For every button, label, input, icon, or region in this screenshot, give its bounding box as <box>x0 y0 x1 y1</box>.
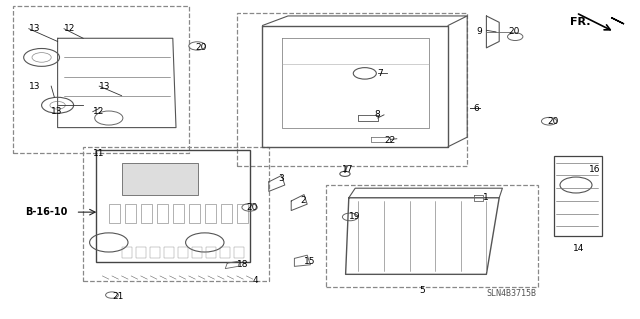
Bar <box>237 13 467 166</box>
Bar <box>96 150 250 262</box>
Bar <box>150 247 160 258</box>
Text: 13: 13 <box>51 107 63 116</box>
Text: 4: 4 <box>253 276 259 285</box>
Text: 1: 1 <box>483 193 489 202</box>
Bar <box>13 6 189 153</box>
Text: 20: 20 <box>246 203 258 212</box>
Bar <box>220 247 230 258</box>
Text: 14: 14 <box>573 244 584 253</box>
Bar <box>164 247 174 258</box>
Bar <box>141 204 152 223</box>
Bar <box>221 204 232 223</box>
Bar <box>122 163 198 195</box>
Text: 8: 8 <box>374 110 380 119</box>
Bar <box>237 204 248 223</box>
Bar <box>192 247 202 258</box>
Text: 9: 9 <box>477 27 483 36</box>
Bar <box>157 204 168 223</box>
Text: 21: 21 <box>112 292 124 301</box>
Text: 17: 17 <box>342 165 354 174</box>
Text: 3: 3 <box>278 174 284 183</box>
Text: 16: 16 <box>589 165 600 174</box>
Text: 7: 7 <box>378 69 383 78</box>
Text: 22: 22 <box>384 136 396 145</box>
Text: FR.: FR. <box>570 17 590 27</box>
Polygon shape <box>611 18 624 24</box>
Bar <box>205 204 216 223</box>
Text: B-16-10: B-16-10 <box>26 207 68 217</box>
Text: 15: 15 <box>304 257 316 266</box>
Text: 12: 12 <box>93 107 104 116</box>
Bar <box>83 147 269 281</box>
Text: 12: 12 <box>64 24 76 33</box>
Text: 2: 2 <box>301 197 307 205</box>
Bar <box>136 247 146 258</box>
Text: 11: 11 <box>93 149 104 158</box>
Bar <box>189 204 200 223</box>
Bar <box>554 156 602 236</box>
Bar <box>234 247 244 258</box>
Bar <box>122 247 132 258</box>
Bar <box>173 204 184 223</box>
Text: 13: 13 <box>29 82 40 91</box>
Text: 20: 20 <box>195 43 207 52</box>
Text: 5: 5 <box>419 286 425 295</box>
Text: 18: 18 <box>237 260 248 269</box>
Bar <box>178 247 188 258</box>
Text: 20: 20 <box>509 27 520 36</box>
Bar <box>109 204 120 223</box>
Text: 19: 19 <box>349 212 360 221</box>
Text: 6: 6 <box>474 104 479 113</box>
Text: SLN4B3715B: SLN4B3715B <box>486 289 536 298</box>
Text: 13: 13 <box>29 24 40 33</box>
Bar <box>326 185 538 287</box>
Text: 20: 20 <box>547 117 559 126</box>
Bar <box>206 247 216 258</box>
Text: 13: 13 <box>99 82 111 91</box>
Bar <box>125 204 136 223</box>
